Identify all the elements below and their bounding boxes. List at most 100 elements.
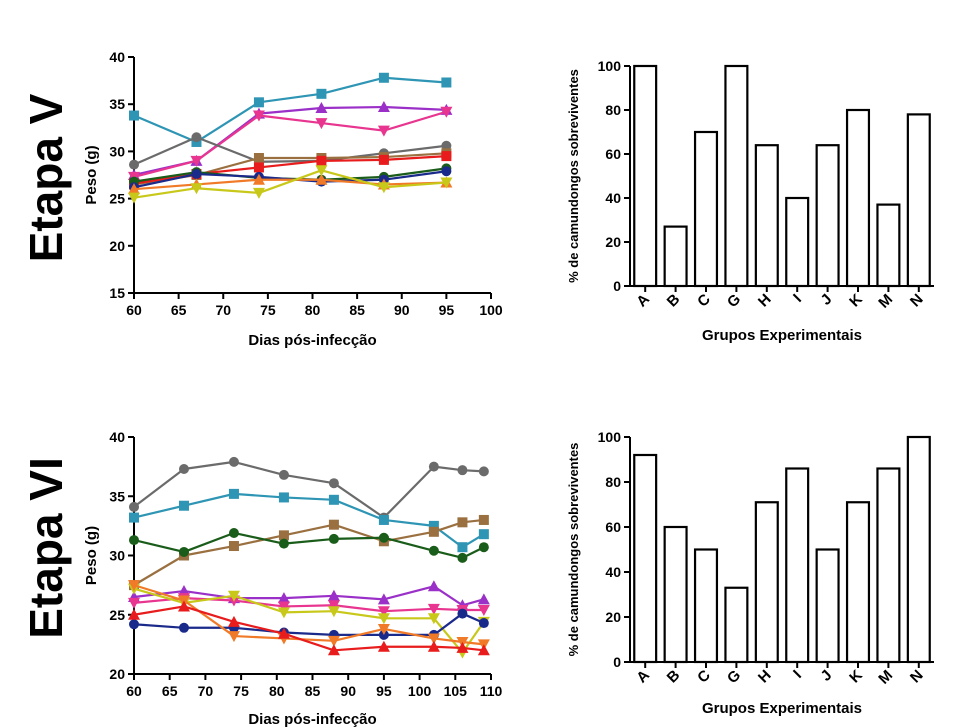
data-point [427, 633, 440, 645]
etapa-v-label: Etapa V [20, 93, 72, 262]
bar-H [754, 501, 779, 664]
category-label: A [633, 291, 653, 311]
data-point [378, 514, 389, 525]
data-point [191, 132, 202, 143]
data-point [377, 640, 390, 652]
category-label: G [724, 667, 744, 687]
data-point [428, 526, 439, 537]
y-tick-label: 0 [613, 278, 621, 294]
x-tick-label: 65 [162, 683, 178, 699]
data-point [440, 106, 453, 118]
data-point [228, 527, 239, 538]
y-tick-label: 20 [109, 666, 125, 682]
series-0 [129, 456, 489, 523]
x-tick-label: 60 [126, 302, 142, 318]
bar-A [633, 453, 658, 664]
data-point [441, 77, 452, 88]
y-tick-label: 100 [598, 429, 622, 445]
y-tick-label: 30 [109, 143, 125, 159]
data-point [129, 512, 139, 523]
data-point [190, 155, 203, 167]
bar-M [876, 467, 901, 664]
y-axis-label: Peso (g) [83, 526, 100, 585]
y-tick-label: 35 [109, 96, 125, 112]
y-tick-label: 0 [613, 654, 621, 670]
x-tick-label: 70 [198, 683, 214, 699]
x-tick-label: 85 [305, 683, 321, 699]
y-tick-label: 25 [109, 607, 125, 623]
data-point [441, 166, 452, 177]
x-tick-label: 80 [269, 683, 285, 699]
data-point [327, 635, 340, 647]
y-tick-label: 80 [605, 474, 621, 490]
y-axis-label: % de camundongos sobreviventes [566, 69, 581, 283]
x-tick-label: 100 [479, 302, 503, 318]
data-point [315, 118, 328, 130]
data-point [128, 597, 140, 609]
data-point [377, 606, 390, 618]
series-line [133, 178, 447, 191]
data-point [228, 541, 239, 552]
data-point [377, 593, 390, 605]
data-point [457, 552, 468, 563]
data-point [427, 580, 440, 592]
data-point [128, 192, 140, 204]
category-label: B [664, 291, 684, 311]
x-axis-label: Grupos Experimentais [702, 327, 862, 344]
series-line [133, 76, 447, 144]
y-tick-label: 60 [605, 146, 621, 162]
x-tick-label: 100 [408, 683, 432, 699]
data-point [278, 538, 289, 549]
category-label: N [907, 291, 927, 311]
data-point [129, 619, 139, 630]
data-point [177, 600, 190, 612]
y-tick-label: 20 [605, 609, 621, 625]
data-point [378, 154, 389, 165]
category-label: H [755, 667, 775, 687]
category-label: K [846, 667, 866, 687]
x-tick-label: 105 [444, 683, 468, 699]
data-point [178, 500, 189, 511]
data-point [427, 613, 440, 625]
data-point [478, 514, 489, 525]
data-point [378, 532, 389, 543]
category-label: J [818, 291, 836, 309]
series-line [133, 136, 447, 166]
data-point [478, 542, 489, 553]
data-point [478, 529, 489, 540]
bar-J [815, 548, 840, 664]
category-label: B [664, 667, 684, 687]
data-point [327, 589, 340, 601]
data-point [377, 623, 390, 635]
data-point [129, 535, 139, 546]
x-tick-label: 75 [233, 683, 249, 699]
data-point [253, 153, 264, 164]
x-axis-label: Grupos Experimentais [702, 700, 862, 717]
data-point [227, 590, 240, 602]
category-label: M [875, 291, 896, 312]
series-2 [128, 106, 453, 183]
x-tick-label: 90 [394, 302, 410, 318]
data-point [328, 533, 339, 544]
category-label: G [724, 291, 744, 311]
data-point [457, 465, 468, 476]
data-point [191, 169, 202, 180]
data-point [428, 545, 439, 556]
x-tick-label: 110 [480, 683, 503, 699]
y-tick-label: 40 [605, 190, 621, 206]
x-tick-label: 75 [260, 302, 276, 318]
category-label: M [875, 667, 896, 688]
data-point [315, 101, 328, 113]
data-point [427, 640, 440, 652]
etapa-vi-label: Etapa VI [20, 457, 72, 639]
data-point [278, 469, 289, 480]
data-point [441, 151, 452, 162]
x-tick-label: 65 [171, 302, 187, 318]
category-label: J [818, 667, 836, 685]
x-axis-label: Dias pós-infecção [248, 711, 376, 728]
y-tick-label: 80 [605, 102, 621, 118]
data-point [327, 644, 340, 656]
y-tick-label: 40 [109, 429, 125, 445]
y-axis-label: Peso (g) [83, 145, 100, 204]
y-tick-label: 20 [109, 238, 125, 254]
